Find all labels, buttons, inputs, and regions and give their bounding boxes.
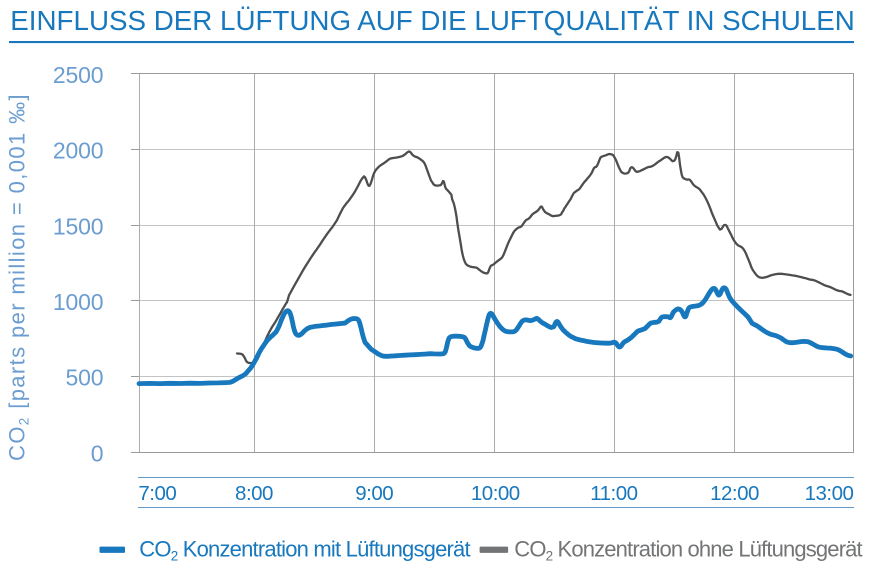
svg-text:EINFLUSS DER LÜFTUNG AUF DIE L: EINFLUSS DER LÜFTUNG AUF DIE LUFTQUALITÄ… (10, 5, 854, 36)
svg-text:11:00: 11:00 (590, 482, 637, 505)
svg-text:8:00: 8:00 (235, 482, 273, 505)
svg-text:CO2 Konzentration ohne Lüftung: CO2 Konzentration ohne Lüftungsgerät (514, 537, 862, 564)
svg-text:10:00: 10:00 (471, 482, 520, 505)
svg-text:500: 500 (66, 365, 104, 391)
svg-text:7:00: 7:00 (138, 482, 176, 505)
svg-text:0: 0 (91, 440, 104, 466)
svg-text:CO2 Konzentration mit Lüftungs: CO2 Konzentration mit Lüftungsgerät (139, 537, 470, 564)
svg-text:CO2 [parts per million = 0,001: CO2 [parts per million = 0,001 ‰] (5, 93, 32, 461)
svg-text:2000: 2000 (53, 138, 103, 164)
svg-text:1000: 1000 (53, 289, 103, 315)
svg-text:12:00: 12:00 (710, 482, 759, 505)
svg-text:2500: 2500 (53, 62, 103, 88)
svg-text:1500: 1500 (53, 213, 103, 239)
svg-text:9:00: 9:00 (355, 482, 393, 505)
svg-text:13:00: 13:00 (805, 482, 854, 505)
